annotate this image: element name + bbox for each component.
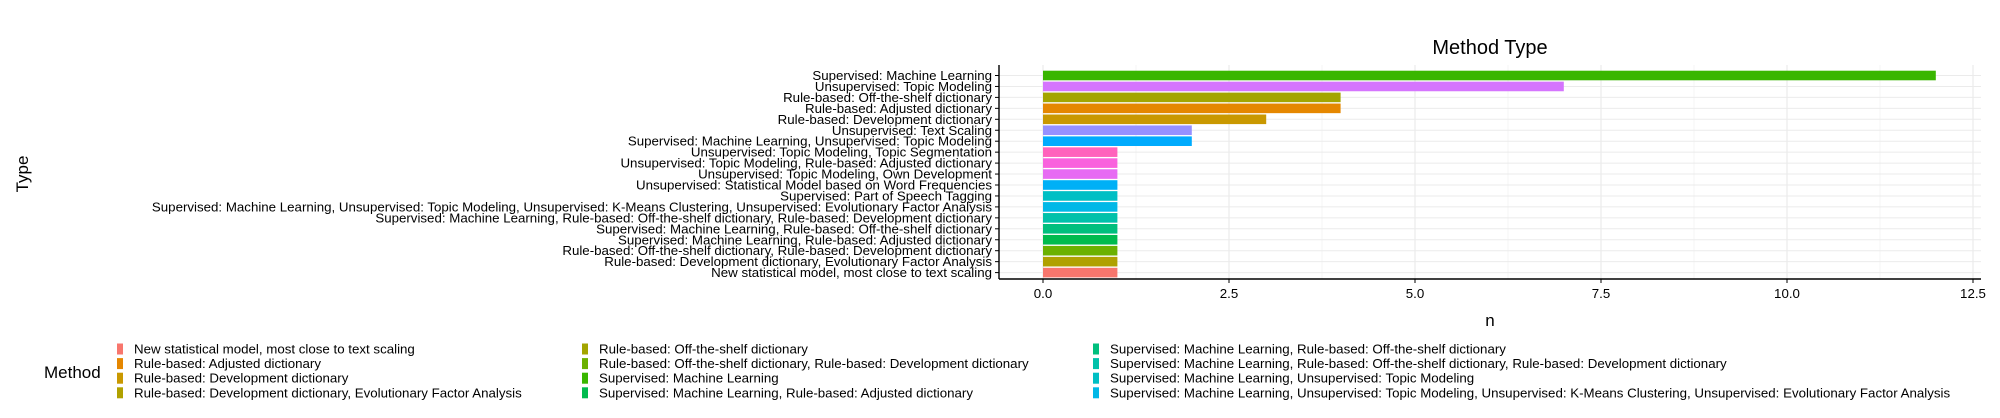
y-tick-label: New statistical model, most close to tex… bbox=[711, 265, 992, 280]
legend-swatch bbox=[582, 343, 588, 355]
bar bbox=[1043, 180, 1118, 190]
x-tick-label: 10.0 bbox=[1774, 286, 1800, 301]
bar bbox=[1043, 191, 1118, 201]
bars bbox=[1043, 70, 1936, 278]
legend-label: Rule-based: Off-the-shelf dictionary, Ru… bbox=[599, 356, 1029, 371]
legend-label: Supervised: Machine Learning, Rule-based… bbox=[1110, 342, 1506, 357]
bar bbox=[1043, 213, 1118, 223]
legend-swatch bbox=[1093, 387, 1099, 399]
bar bbox=[1043, 103, 1341, 114]
y-tick-label: Rule-based: Development dictionary, Evol… bbox=[604, 254, 992, 269]
y-tick-label: Unsupervised: Topic Modeling, Own Develo… bbox=[698, 167, 992, 182]
bar bbox=[1043, 224, 1118, 234]
legend-label: Rule-based: Adjusted dictionary bbox=[134, 356, 321, 371]
y-tick-label: Supervised: Machine Learning, Unsupervis… bbox=[152, 199, 992, 214]
y-tick-labels: Supervised: Machine LearningUnsupervised… bbox=[152, 68, 992, 280]
y-tick-label: Unsupervised: Text Scaling bbox=[832, 123, 992, 138]
bar bbox=[1043, 147, 1118, 157]
y-tick-label: Unsupervised: Topic Modeling, Topic Segm… bbox=[691, 145, 992, 160]
legend-label: Rule-based: Development dictionary, Evol… bbox=[134, 385, 522, 400]
legend-swatch bbox=[582, 372, 588, 384]
bar bbox=[1043, 125, 1192, 136]
y-tick-label: Rule-based: Off-the-shelf dictionary, Ru… bbox=[562, 243, 992, 258]
legend-label: New statistical model, most close to tex… bbox=[134, 342, 415, 357]
bar bbox=[1043, 202, 1118, 212]
bar bbox=[1043, 169, 1118, 179]
legend-swatch bbox=[117, 358, 123, 370]
bar bbox=[1043, 234, 1118, 245]
y-tick-label: Supervised: Machine Learning, Unsupervis… bbox=[628, 134, 992, 149]
bar bbox=[1043, 158, 1118, 168]
y-tick-label: Unsupervised: Statistical Model based on… bbox=[636, 178, 992, 193]
bar bbox=[1043, 70, 1936, 81]
x-tick-labels: 0.0 2.5 5.0 7.5 10.0 12.5 bbox=[1034, 286, 1986, 301]
bar bbox=[1043, 267, 1118, 278]
x-tick-label: 12.5 bbox=[1960, 286, 1986, 301]
legend-swatch bbox=[1093, 372, 1099, 384]
legend-label: Supervised: Machine Learning, Rule-based… bbox=[1110, 356, 1727, 371]
y-axis-title: Type bbox=[13, 156, 32, 193]
x-tick-label: 5.0 bbox=[1406, 286, 1425, 301]
legend: New statistical model, most close to tex… bbox=[117, 342, 1950, 400]
legend-label: Supervised: Machine Learning, Rule-based… bbox=[599, 385, 973, 400]
legend-label: Supervised: Machine Learning, Unsupervis… bbox=[1110, 385, 1950, 400]
legend-swatch bbox=[117, 372, 123, 384]
legend-swatch bbox=[582, 358, 588, 370]
legend-swatch bbox=[1093, 343, 1099, 355]
legend-label: Rule-based: Development dictionary bbox=[134, 371, 349, 386]
y-tick-label: Supervised: Machine Learning bbox=[812, 68, 992, 83]
x-tick-label: 2.5 bbox=[1220, 286, 1239, 301]
y-tick-label: Rule-based: Development dictionary bbox=[778, 112, 993, 127]
legend-label: Rule-based: Off-the-shelf dictionary bbox=[599, 342, 808, 357]
y-tick-label: Unsupervised: Topic Modeling bbox=[815, 79, 992, 94]
chart-title: Method Type bbox=[1432, 37, 1547, 59]
bar bbox=[1043, 92, 1341, 103]
legend-swatch bbox=[1093, 358, 1099, 370]
x-tick-label: 0.0 bbox=[1034, 286, 1053, 301]
legend-swatch bbox=[117, 343, 123, 355]
bar bbox=[1043, 81, 1564, 92]
bar bbox=[1043, 136, 1192, 146]
axes bbox=[995, 65, 1981, 283]
y-tick-label: Supervised: Machine Learning, Rule-based… bbox=[618, 232, 992, 247]
legend-label: Supervised: Machine Learning bbox=[599, 371, 779, 386]
y-tick-label: Supervised: Part of Speech Tagging bbox=[780, 188, 992, 203]
y-tick-label: Rule-based: Off-the-shelf dictionary bbox=[783, 90, 992, 105]
y-tick-label: Supervised: Machine Learning, Rule-based… bbox=[596, 221, 992, 236]
bar bbox=[1043, 245, 1118, 256]
legend-swatch bbox=[117, 387, 123, 399]
y-tick-label: Supervised: Machine Learning, Rule-based… bbox=[375, 210, 992, 225]
legend-label: Supervised: Machine Learning, Unsupervis… bbox=[1110, 371, 1474, 386]
legend-swatch bbox=[582, 387, 588, 399]
y-tick-label: Rule-based: Adjusted dictionary bbox=[805, 101, 992, 116]
y-tick-label: Unsupervised: Topic Modeling, Rule-based… bbox=[620, 156, 992, 171]
bar bbox=[1043, 256, 1118, 267]
x-tick-label: 7.5 bbox=[1592, 286, 1611, 301]
legend-title: Method bbox=[44, 363, 101, 382]
bar bbox=[1043, 114, 1267, 125]
x-axis-title: n bbox=[1485, 311, 1494, 330]
